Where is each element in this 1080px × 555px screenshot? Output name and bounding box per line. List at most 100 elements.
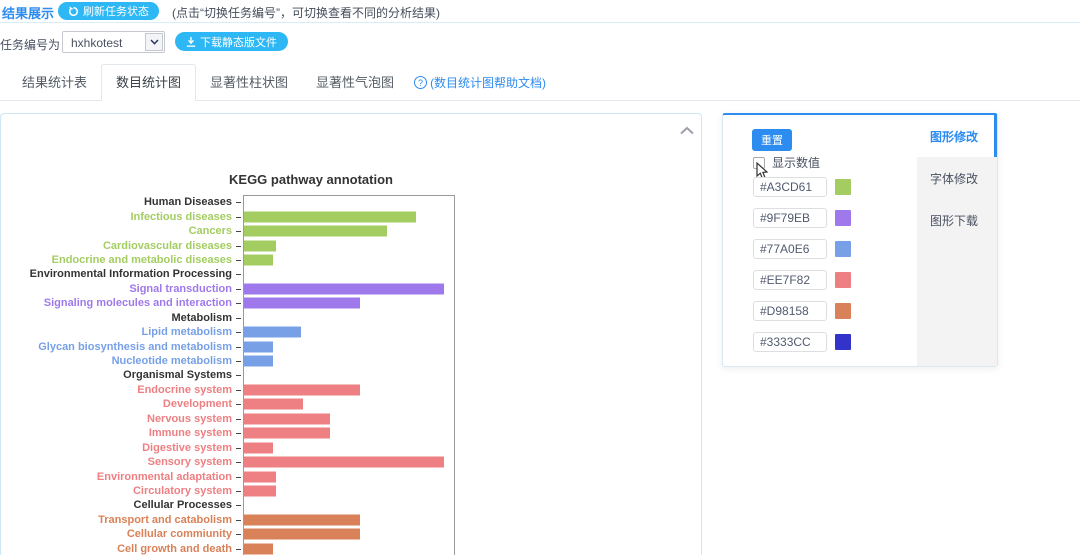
category-label: Cellular commiunity xyxy=(126,528,232,541)
axis-tick xyxy=(236,519,241,521)
category-label: Sensory system xyxy=(147,456,232,469)
chart-row: Infectious diseases xyxy=(1,209,471,223)
color-row xyxy=(753,208,851,230)
task-id-select[interactable]: hxhkotest xyxy=(62,31,165,53)
axis-tick xyxy=(236,202,241,204)
axis-tick xyxy=(236,245,241,247)
bar xyxy=(244,384,360,396)
color-row xyxy=(753,332,851,354)
help-link-label: (数目统计图帮助文档) xyxy=(430,76,547,90)
refresh-icon xyxy=(69,5,79,16)
bar xyxy=(244,427,331,439)
refresh-task-status-button[interactable]: 刷新任务状态 xyxy=(58,2,159,20)
chart-row: Cardiovascular diseases xyxy=(1,238,471,252)
chart-row: Nucleotide metabolism xyxy=(1,354,471,368)
chart-rows: Human Diseases Infectious diseases Cancers… xyxy=(1,195,471,555)
category-label: Environmental adaptation xyxy=(96,470,232,483)
bar xyxy=(244,471,276,483)
axis-tick xyxy=(236,389,241,391)
category-label: Nervous system xyxy=(147,412,232,425)
tab-item-1[interactable]: 数目统计图 xyxy=(101,64,197,101)
chart-row: Circulatory system xyxy=(1,484,471,498)
axis-tick xyxy=(236,476,241,478)
show-values-checkbox[interactable] xyxy=(753,156,765,169)
task-id-label: 任务编号为 xyxy=(0,38,61,52)
category-label: Metabolism xyxy=(171,311,232,324)
axis-tick xyxy=(236,332,241,334)
chart-row: Digestive system xyxy=(1,440,471,454)
axis-tick xyxy=(236,433,241,435)
panel-menu-item-0[interactable]: 图形修改 xyxy=(917,115,997,157)
chart-row: Endocrine and metabolic diseases xyxy=(1,253,471,267)
color-swatch[interactable] xyxy=(835,303,851,319)
axis-tick xyxy=(236,216,241,218)
chart-row: Cellular commiunity xyxy=(1,527,471,541)
color-hex-input[interactable] xyxy=(753,332,827,352)
axis-tick xyxy=(236,303,241,305)
color-swatch[interactable] xyxy=(835,334,851,350)
color-swatch[interactable] xyxy=(835,241,851,257)
panel-menu-item-1[interactable]: 字体修改 xyxy=(930,171,979,186)
graph-settings-panel: 图形修改 字体修改 图形下载 重置 显示数值 xyxy=(722,113,998,367)
chart-row: Endocrine system xyxy=(1,383,471,397)
help-link[interactable]: ? (数目统计图帮助文档) xyxy=(408,67,552,100)
reset-button[interactable]: 重置 xyxy=(752,129,792,151)
chart-row: Development xyxy=(1,397,471,411)
category-label: Glycan biosynthesis and metabolism xyxy=(38,340,232,353)
chart-row: Transport and catabolism xyxy=(1,513,471,527)
color-swatch[interactable] xyxy=(835,179,851,195)
category-label: Circulatory system xyxy=(132,484,232,497)
color-swatch[interactable] xyxy=(835,272,851,288)
color-row xyxy=(753,270,851,292)
axis-tick xyxy=(236,317,241,319)
chart-title: KEGG pathway annotation xyxy=(229,172,393,187)
chart-row: Organismal Systems xyxy=(1,368,471,382)
bar xyxy=(244,341,274,353)
axis-tick xyxy=(236,259,241,261)
chart-panel: KEGG pathway annotation Human Diseases In… xyxy=(0,113,702,555)
color-row xyxy=(753,177,851,199)
tab-item-3[interactable]: 显著性气泡图 xyxy=(316,75,395,90)
download-static-file-button[interactable]: 下载静态版文件 xyxy=(175,32,288,51)
category-label: Endocrine system xyxy=(137,383,232,396)
refresh-button-label: 刷新任务状态 xyxy=(83,6,149,18)
category-label: Development xyxy=(162,398,232,411)
bar xyxy=(244,442,274,454)
color-hex-input[interactable] xyxy=(753,239,827,259)
color-hex-input[interactable] xyxy=(753,177,827,197)
chart-row: Sensory system xyxy=(1,455,471,469)
header-hint-text: (点击“切换任务编号”，可切换查看不同的分析结果) xyxy=(172,6,440,20)
color-hex-input[interactable] xyxy=(753,301,827,321)
axis-tick xyxy=(236,505,241,507)
chart-row: Human Diseases xyxy=(1,195,471,209)
axis-tick xyxy=(236,288,241,290)
tab-item-0[interactable]: 结果统计表 xyxy=(22,75,88,90)
category-label: Endocrine and metabolic diseases xyxy=(51,253,232,266)
chart-row: Immune system xyxy=(1,426,471,440)
color-swatch[interactable] xyxy=(835,210,851,226)
axis-tick xyxy=(236,346,241,348)
panel-menu-item-2[interactable]: 图形下载 xyxy=(930,213,979,228)
color-row xyxy=(753,239,851,261)
question-circle-icon: ? xyxy=(414,76,428,89)
category-label: Nucleotide metabolism xyxy=(111,355,232,368)
category-label: Immune system xyxy=(148,427,232,440)
category-label: Cell growth and death xyxy=(117,542,232,555)
axis-tick xyxy=(236,231,241,233)
bar xyxy=(244,240,276,252)
chart-row: Cellular Processes xyxy=(1,498,471,512)
category-label: Digestive system xyxy=(142,441,232,454)
category-label: Infectious diseases xyxy=(130,210,233,223)
chevron-down-icon[interactable] xyxy=(145,33,163,51)
chart-row: Signal transduction xyxy=(1,282,471,296)
bar xyxy=(244,528,360,540)
header-divider xyxy=(0,22,1080,23)
plot-area xyxy=(243,195,455,555)
tab-item-2[interactable]: 显著性柱状图 xyxy=(210,75,289,90)
color-hex-input[interactable] xyxy=(753,208,827,228)
category-label: Signal transduction xyxy=(129,282,232,295)
category-label: Signaling molecules and interaction xyxy=(43,297,232,310)
color-hex-input[interactable] xyxy=(753,270,827,290)
chevron-up-icon[interactable] xyxy=(679,122,695,140)
